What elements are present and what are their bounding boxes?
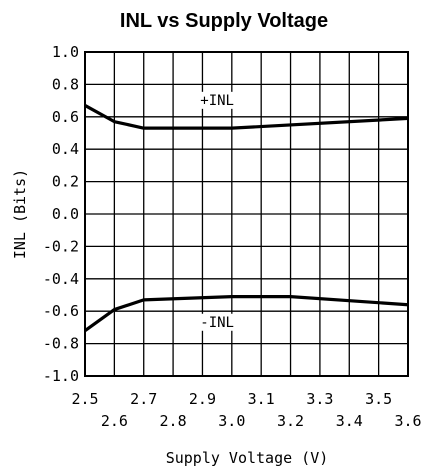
x-axis-label: Supply Voltage (V) (166, 449, 329, 467)
annotation-background (196, 313, 238, 331)
y-tick-label: 1.0 (52, 43, 79, 61)
x-tick-label: 2.5 (71, 390, 98, 408)
y-tick-label: -1.0 (43, 367, 79, 385)
y-tick-label: 0.8 (52, 75, 79, 93)
y-tick-label: 0.6 (52, 108, 79, 126)
annotation-label: -INL (200, 315, 234, 331)
y-tick-label: -0.8 (43, 335, 79, 353)
x-tick-label: 3.5 (365, 390, 392, 408)
x-tick-label: 3.2 (277, 412, 304, 430)
x-tick-label: 2.8 (160, 412, 187, 430)
series-lines (84, 104, 409, 332)
y-tick-label: 0.2 (52, 173, 79, 191)
y-tick-label: 0.4 (52, 140, 79, 158)
x-tick-label: 2.6 (101, 412, 128, 430)
y-tick-label: -0.6 (43, 302, 79, 320)
x-tick-label: 3.6 (394, 412, 421, 430)
plot-frame (84, 51, 409, 377)
y-tick-label: 0.0 (52, 205, 79, 223)
y-tick-label: -0.2 (43, 237, 79, 255)
x-tick-label: 2.9 (189, 390, 216, 408)
y-axis-label: INL (Bits) (11, 169, 29, 259)
annotations: +INL -INL (196, 91, 238, 331)
x-tick-label: 3.1 (248, 390, 275, 408)
series-line-minus-inl (84, 295, 409, 332)
x-tick-label: 3.4 (336, 412, 363, 430)
chart-title: INL vs Supply Voltage (120, 10, 328, 32)
y-tick-labels: 1.0 0.8 0.6 0.4 0.2 0.0 -0.2 -0.4 -0.6 -0.8 -1.0 (43, 43, 79, 385)
series-line-plus-inl (84, 104, 409, 130)
x-tick-label: 3.0 (218, 412, 245, 430)
y-tick-label: -0.4 (43, 270, 79, 288)
x-tick-labels: 2.52.62.72.82.93.03.13.23.33.43.53.6 (71, 390, 421, 430)
grid (84, 51, 409, 377)
x-tick-label: 3.3 (306, 390, 333, 408)
x-tick-label: 2.7 (130, 390, 157, 408)
annotation-label: +INL (200, 93, 234, 109)
annotation-background (196, 91, 238, 109)
